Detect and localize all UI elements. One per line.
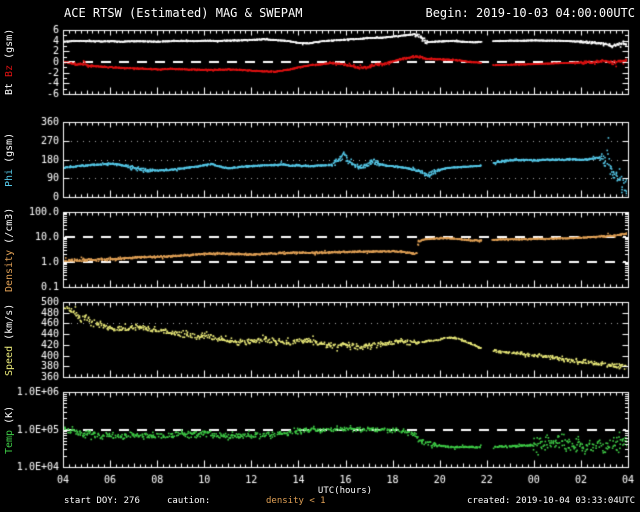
start-doy-label: start DOY: 276 (64, 496, 140, 506)
axis-label-part: Phi (4, 168, 15, 187)
page-title: ACE RTSW (Estimated) MAG & SWEPAM (64, 6, 303, 20)
axis-label-part: Bz (4, 64, 15, 77)
axis-label-part: (gsm) (4, 28, 15, 65)
axis-label-part: Density (4, 249, 15, 292)
axis-label-part: Temp (4, 429, 15, 454)
axis-label-part: (/cm3) (4, 207, 15, 250)
axis-label-part: Bt (4, 76, 15, 95)
axis-label-part: (K) (4, 405, 15, 430)
x-axis-label: UTC(hours) (317, 486, 373, 496)
begin-timestamp: Begin: 2019-10-03 04:00:00UTC (425, 6, 635, 20)
axis-label-part: (gsm) (4, 132, 15, 169)
caution-label: caution: (167, 496, 211, 506)
axis-label-part: Speed (4, 345, 15, 376)
axis-label-part: (km/s) (4, 303, 15, 346)
created-timestamp: created: 2019-10-04 03:33:04UTC (467, 496, 635, 506)
caution-value: density < 1 (266, 496, 326, 506)
